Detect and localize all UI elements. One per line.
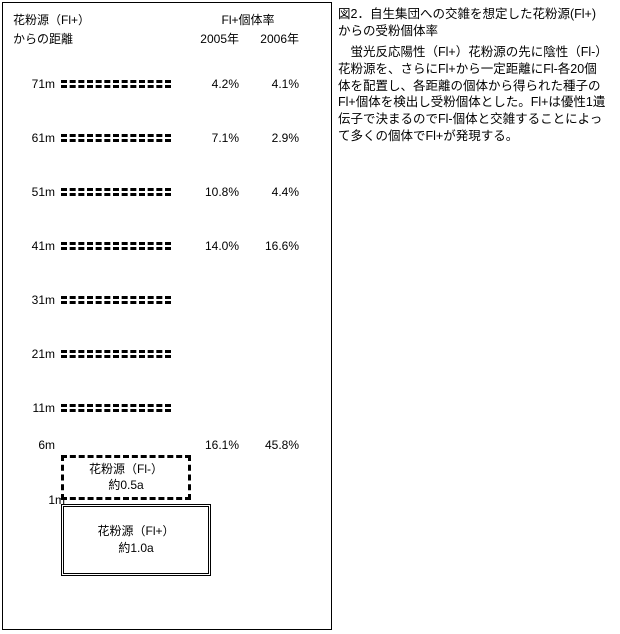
dist-label: 11m: [13, 401, 61, 415]
val-2005: 7.1%: [183, 131, 243, 145]
dist-1m: 1m: [23, 493, 71, 507]
row-11m: 11m: [13, 381, 321, 435]
row-21m: 21m: [13, 327, 321, 381]
row-51m: 51m 10.8% 4.4%: [13, 165, 321, 219]
figure-caption-body: 蛍光反応陽性（Fl+）花粉源の先に陰性（Fl-）花粉源を、さらにFl+から一定距…: [338, 44, 606, 145]
val-2005: 14.0%: [183, 239, 243, 253]
val-2006: 16.6%: [243, 239, 303, 253]
sample-bar: [61, 350, 171, 358]
figure-caption-title: 図2．自生集団への交雑を想定した花粉源(Fl+)からの受粉個体率: [338, 6, 606, 40]
header-row: 花粉源（Fl+） Fl+個体率: [13, 11, 321, 28]
val-2006: 4.1%: [243, 77, 303, 91]
dist-label: 6m: [13, 438, 61, 452]
val-2006: 45.8%: [243, 438, 303, 452]
dist-label: 31m: [13, 293, 61, 307]
sample-bar: [61, 404, 171, 412]
fl-minus-line2: 約0.5a: [108, 478, 143, 492]
source-region: 花粉源（Fl-） 約0.5a 1m 花粉源（Fl+） 約1.0a: [13, 455, 321, 576]
dist-label: 51m: [13, 185, 61, 199]
row-41m: 41m 14.0% 16.6%: [13, 219, 321, 273]
header-left-line2: からの距離: [13, 30, 183, 47]
fl-plus-line1: 花粉源（Fl+）: [97, 524, 174, 538]
fl-minus-box: 花粉源（Fl-） 約0.5a: [61, 455, 191, 500]
val-2005: 4.2%: [183, 77, 243, 91]
sample-bar: [61, 80, 171, 88]
row-61m: 61m 7.1% 2.9%: [13, 111, 321, 165]
year-2005: 2005年: [183, 30, 243, 47]
sample-bar: [61, 134, 171, 142]
val-2006: 4.4%: [243, 185, 303, 199]
row-71m: 71m 4.2% 4.1%: [13, 57, 321, 111]
year-row: からの距離 2005年 2006年: [13, 30, 321, 47]
val-2005: 16.1%: [183, 438, 243, 452]
row-31m: 31m: [13, 273, 321, 327]
diagram-panel: 花粉源（Fl+） Fl+個体率 からの距離 2005年 2006年 71m 4.…: [2, 2, 332, 630]
sample-bar: [61, 242, 171, 250]
val-2005: 10.8%: [183, 185, 243, 199]
fl-plus-line2: 約1.0a: [118, 541, 153, 555]
dist-label: 61m: [13, 131, 61, 145]
year-2006: 2006年: [243, 30, 303, 47]
header-right-title: Fl+個体率: [183, 11, 313, 28]
header-left-line1: 花粉源（Fl+）: [13, 11, 183, 28]
fl-plus-box: 花粉源（Fl+） 約1.0a: [61, 504, 211, 576]
sample-bar: [61, 296, 171, 304]
fl-minus-line1: 花粉源（Fl-）: [89, 462, 163, 476]
dist-label: 71m: [13, 77, 61, 91]
sample-bar: [61, 188, 171, 196]
row-6m: 6m 16.1% 45.8%: [13, 435, 321, 455]
dist-label: 41m: [13, 239, 61, 253]
caption-panel: 図2．自生集団への交雑を想定した花粉源(Fl+)からの受粉個体率 蛍光反応陽性（…: [334, 0, 614, 634]
dist-label: 21m: [13, 347, 61, 361]
val-2006: 2.9%: [243, 131, 303, 145]
